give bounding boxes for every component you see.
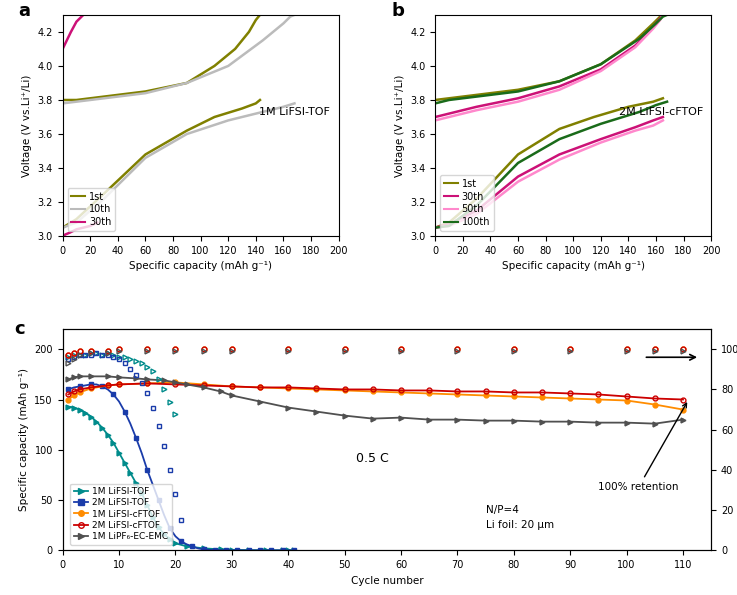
- Text: 1M LiFSI-TOF: 1M LiFSI-TOF: [259, 107, 330, 117]
- Legend: 1st, 30th, 50th, 100th: 1st, 30th, 50th, 100th: [440, 175, 494, 231]
- Text: b: b: [391, 2, 404, 20]
- Text: 0.5 C: 0.5 C: [356, 452, 388, 465]
- Text: N/P=4
Li foil: 20 μm: N/P=4 Li foil: 20 μm: [486, 505, 553, 530]
- Legend: 1M LiFSI-TOF, 2M LiFSI-TOF, 1M LiFSI-cFTOF, 2M LiFSI-cFTOF, 1M LiPF₆-EC-EMC: 1M LiFSI-TOF, 2M LiFSI-TOF, 1M LiFSI-cFT…: [71, 484, 172, 545]
- Text: c: c: [14, 320, 24, 338]
- Y-axis label: Voltage (V vs.Li⁺/Li): Voltage (V vs.Li⁺/Li): [22, 74, 32, 177]
- Legend: 1st, 10th, 30th: 1st, 10th, 30th: [68, 187, 115, 231]
- X-axis label: Specific capacity (mAh g⁻¹): Specific capacity (mAh g⁻¹): [129, 261, 272, 271]
- Text: 2M LiFSI-cFTOF: 2M LiFSI-cFTOF: [618, 107, 703, 117]
- Text: 100% retention: 100% retention: [598, 403, 686, 492]
- Y-axis label: Specific capacity (mAh g⁻¹): Specific capacity (mAh g⁻¹): [19, 368, 29, 511]
- X-axis label: Cycle number: Cycle number: [351, 575, 423, 585]
- X-axis label: Specific capacity (mAh g⁻¹): Specific capacity (mAh g⁻¹): [502, 261, 645, 271]
- Text: a: a: [18, 2, 30, 20]
- Y-axis label: Voltage (V vs.Li⁺/Li): Voltage (V vs.Li⁺/Li): [394, 74, 405, 177]
